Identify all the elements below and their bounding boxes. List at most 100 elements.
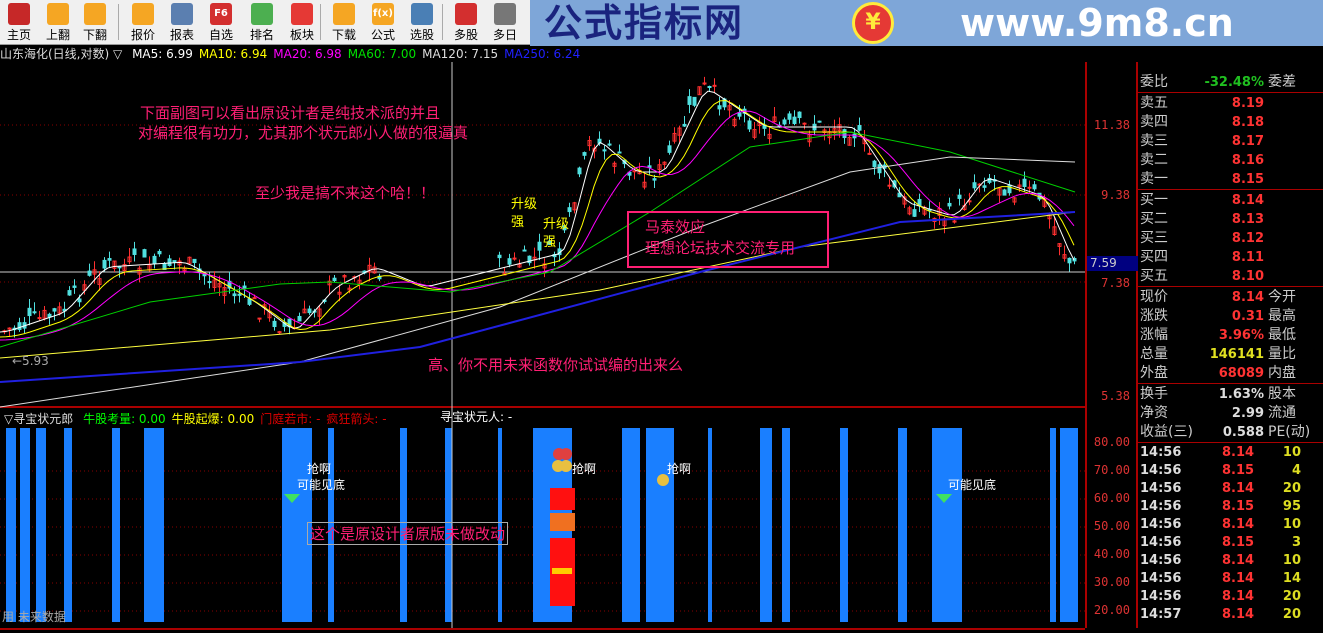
candle-body [517,263,522,268]
tick-price: 8.14 [1222,607,1255,622]
ma-label: MA20: 6.98 [273,47,342,61]
bid-level: 买四 8.11 [1140,248,1323,267]
candle-body [947,202,952,207]
indicator-canvas[interactable] [0,408,1085,628]
candle-body [747,120,752,130]
bid-level-value: 8.13 [1231,212,1264,227]
toolbar-button-download[interactable]: 下载 [325,1,363,43]
candle-body [52,308,57,312]
toolbar-button-stock-pick[interactable]: 选股 [403,1,441,43]
candle-body [562,225,567,231]
candle-body [42,309,47,319]
divider [1138,286,1323,287]
toolbar-button-label: 选股 [409,28,434,42]
toolbar-button-blocks[interactable]: 板块 [283,1,321,43]
toolbar-button-arrow-down[interactable]: 下翻 [76,1,114,43]
annotation-box-line-1: 马泰效应 [645,218,706,236]
candle-body [912,209,917,217]
quote-stat-value: 3.96% [1218,328,1264,343]
indicator-tick: 20.00 [1093,603,1130,617]
indicator-title[interactable]: ▽寻宝状元郎 [4,412,74,426]
quote-stat-value: 8.14 [1231,290,1264,305]
bid-level-label: 买一 [1140,192,1168,208]
candle-body [1062,254,1067,259]
toolbar-button-home[interactable]: 主页 [0,1,38,43]
signal-bar [646,428,674,622]
candle-body [857,125,862,131]
bid-level-label: 买四 [1140,249,1168,265]
candle-body [537,241,542,251]
tick-volume: 95 [1282,499,1301,514]
clock-icon [494,3,516,25]
indicator-tick: 30.00 [1093,575,1130,589]
formula-icon: f(x) [372,3,394,25]
ask-level-label: 卖二 [1140,152,1168,168]
toolbar-button-label: 板块 [289,28,314,42]
toolbar-button-yen[interactable]: 报价 [124,1,162,43]
candle-body [277,331,282,334]
candle-body [67,290,72,296]
ask-level-label: 卖四 [1140,114,1168,130]
arrow-up-icon [47,3,69,25]
quote-panel: 委比 -32.48% 委差 卖五 8.19 卖四 8.18 卖三 8.17 卖二 8.16 卖一 8.1… [1138,70,1323,633]
fundamental-value: 2.99 [1231,406,1264,421]
signal-bar [498,428,502,622]
order-ratio: 委比 -32.48% 委差 [1140,73,1323,92]
ask-level: 卖三 8.17 [1140,132,1323,151]
upgrade-label-2b: 强 [543,235,557,250]
tick-row: 14:56 8.14 10 [1140,552,1323,570]
upgrade-label-1b: 强 [511,215,525,230]
candle-body [87,270,92,276]
indicator-tick: 40.00 [1093,547,1130,561]
signal-bar [36,428,46,622]
candle-body [772,116,777,123]
candle-body [642,181,647,188]
candle-body [157,250,162,255]
indicator-tick: 80.00 [1093,435,1130,449]
quote-stat-label-right: 最高 [1268,308,1296,324]
toolbar-button-clock[interactable]: 多日 [486,1,524,43]
diamond-icon [284,494,300,503]
price-chart[interactable]: 下面副图可以看出原设计者是纯技术派的并且 对编程很有功力，尤其那个状元郎小人做的… [0,62,1085,408]
candle-body [792,116,797,124]
signal-bar [64,428,72,622]
candle-body [842,129,847,139]
ask-level-label: 卖一 [1140,171,1168,187]
price-tick: 5.38 [1101,389,1130,403]
candle-body [1032,184,1037,190]
ask-level: 卖一 8.15 [1140,170,1323,189]
signal-bar [1060,428,1078,622]
tick-volume: 10 [1282,553,1301,568]
fundamental-label: 收益(三) [1140,424,1193,440]
candle-body [682,123,687,127]
toolbar-button-arrow-up[interactable]: 上翻 [39,1,77,43]
champion-figure-head [550,488,575,510]
toolbar-button-label: 下翻 [82,28,107,42]
signal-bar [932,428,962,622]
tick-price: 8.14 [1222,553,1255,568]
toolbar-button-formula[interactable]: f(x) 公式 [364,1,402,43]
candle-body [1002,189,1007,196]
candle-body [212,279,217,288]
indicator-field: 门庭若市: - [260,412,321,426]
tick-time: 14:56 [1140,571,1182,586]
order-ratio-label-right: 委差 [1268,74,1296,90]
indicator-panel[interactable]: ▽寻宝状元郎 牛股考量: 0.00 牛股起爆: 0.00 门庭若市: - 疯狂箭头: … [0,408,1085,628]
toolbar-button-rank[interactable]: 排名 [243,1,281,43]
candle-body [97,278,102,285]
toolbar-button-f6[interactable]: F6 自选 [202,1,240,43]
bid-level-value: 8.14 [1231,193,1264,208]
candle-body [767,133,772,139]
candle-body [527,255,532,264]
stock-title[interactable]: 山东海化(日线,对数) ▽ [0,47,123,61]
toolbar-button-table[interactable]: 报表 [163,1,201,43]
candle-body [837,124,842,132]
candle-body [987,177,992,183]
candle-body [32,311,37,314]
toolbar-button-multi-stock[interactable]: 多股 [447,1,485,43]
candle-body [832,128,837,134]
toolbar-separator [442,4,443,40]
indicator-header: ▽寻宝状元郎 牛股考量: 0.00 牛股起爆: 0.00 门庭若市: - 疯狂箭头: … [4,410,393,427]
candle-body [702,82,707,85]
candlestick-canvas[interactable] [0,62,1085,408]
